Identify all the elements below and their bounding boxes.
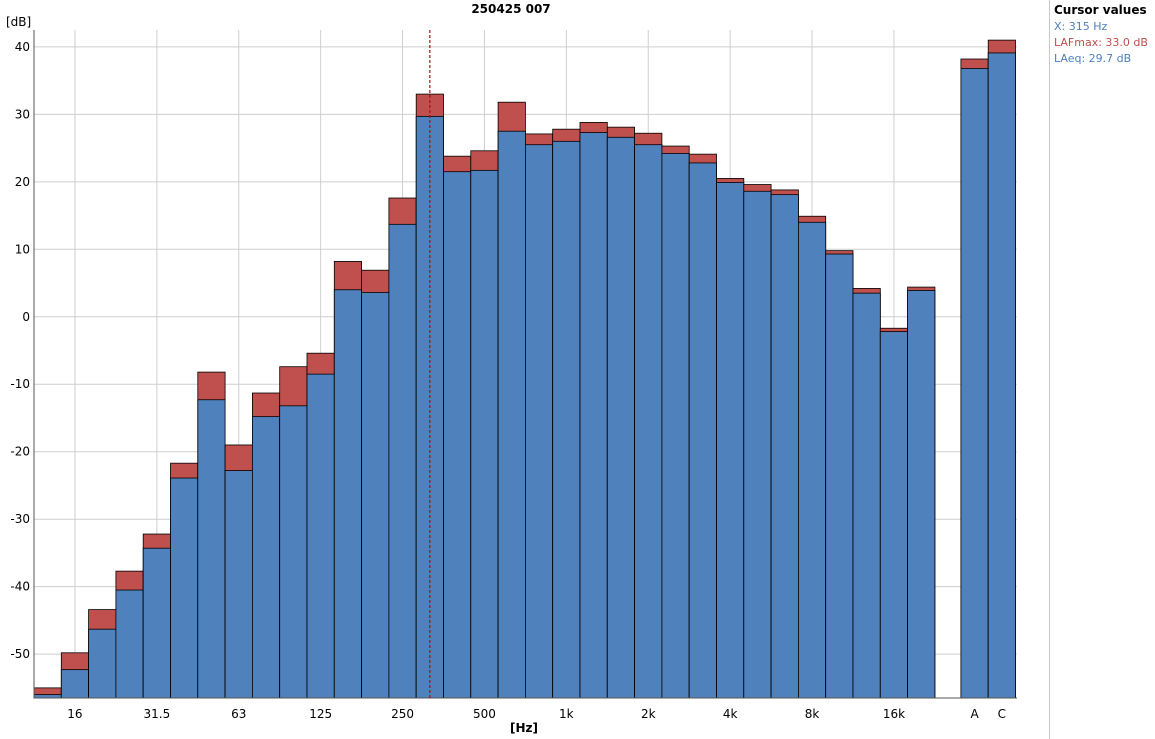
cursor-values-title: Cursor values xyxy=(1054,3,1147,17)
bar-laeq xyxy=(688,162,717,699)
bar-laeq xyxy=(115,589,144,699)
x-tick-label: 2k xyxy=(641,707,656,721)
bar-laeq xyxy=(443,171,472,699)
bar-laeq xyxy=(388,223,417,699)
bar-laeq xyxy=(197,399,226,699)
x-tick-label: 16 xyxy=(67,707,82,721)
cursor-values-panel: Cursor values X: 315 Hz LAFmax: 33.0 dB … xyxy=(1049,0,1155,739)
x-tick-label: 16k xyxy=(883,707,905,721)
y-tick-label: -30 xyxy=(10,512,30,526)
spectrum-chart[interactable]: 250425 007 [dB] [Hz] 40 30 20 10 0 -10 -20 -30 -… xyxy=(0,0,1049,739)
bar-laeq xyxy=(33,694,62,699)
bar-laeq xyxy=(170,477,199,699)
bar-laeq xyxy=(879,331,908,699)
chart-title: 250425 007 xyxy=(471,2,550,16)
bar-laeq xyxy=(470,169,499,699)
bar-laeq xyxy=(770,194,799,699)
x-tick-label: 63 xyxy=(231,707,246,721)
bar-laeq xyxy=(606,136,635,699)
y-tick-label: 10 xyxy=(15,242,30,256)
bar-laeq xyxy=(716,182,745,699)
y-tick-label: 30 xyxy=(15,107,30,121)
x-tick-label: A xyxy=(970,707,979,721)
bar-laeq xyxy=(661,153,690,699)
bar-laeq xyxy=(960,68,989,699)
bar-laeq xyxy=(552,140,581,699)
bar-laeq xyxy=(142,547,171,699)
cursor-laeq-value: LAeq: 29.7 dB xyxy=(1054,52,1132,65)
axes: 40 30 20 10 0 -10 -20 -30 -40 -50 16 31.5 63 125 250 50… xyxy=(10,30,1017,721)
bar-laeq xyxy=(224,470,253,699)
y-tick-label: 0 xyxy=(22,310,30,324)
x-tick-label: C xyxy=(998,707,1006,721)
bar-laeq xyxy=(306,373,335,699)
bars xyxy=(33,39,1016,699)
x-tick-label: 250 xyxy=(391,707,414,721)
bar-laeq xyxy=(497,130,526,699)
bar-laeq xyxy=(525,144,554,699)
x-tick-label: 1k xyxy=(559,707,574,721)
bar-laeq xyxy=(60,669,89,699)
bar-laeq xyxy=(634,144,663,699)
bar-laeq xyxy=(333,289,362,699)
x-tick-label: 31.5 xyxy=(143,707,170,721)
x-tick-label: 500 xyxy=(473,707,496,721)
cursor-x-value: X: 315 Hz xyxy=(1054,20,1108,33)
bar-laeq xyxy=(361,292,390,699)
y-tick-label: 20 xyxy=(15,175,30,189)
bar-laeq xyxy=(852,292,881,699)
x-tick-label: 4k xyxy=(723,707,738,721)
bar-laeq xyxy=(825,253,854,699)
y-tick-label: -20 xyxy=(10,445,30,459)
bar-laeq xyxy=(88,628,117,699)
bar-laeq xyxy=(579,132,608,699)
x-axis-label: [Hz] xyxy=(510,721,538,735)
y-tick-label: -50 xyxy=(10,647,30,661)
bar-laeq xyxy=(251,416,281,699)
x-tick-label: 125 xyxy=(309,707,332,721)
cursor-lafmax-value: LAFmax: 33.0 dB xyxy=(1054,36,1148,49)
y-tick-label: -40 xyxy=(10,580,30,594)
bar-laeq xyxy=(907,290,936,699)
y-tick-label: -10 xyxy=(10,377,30,391)
y-axis-label: [dB] xyxy=(6,15,31,29)
x-tick-label: 8k xyxy=(805,707,820,721)
bar-laeq xyxy=(798,221,827,699)
bar-laeq xyxy=(743,190,772,699)
y-tick-label: 40 xyxy=(15,40,30,54)
bar-laeq xyxy=(279,405,308,699)
bar-laeq xyxy=(987,52,1016,699)
